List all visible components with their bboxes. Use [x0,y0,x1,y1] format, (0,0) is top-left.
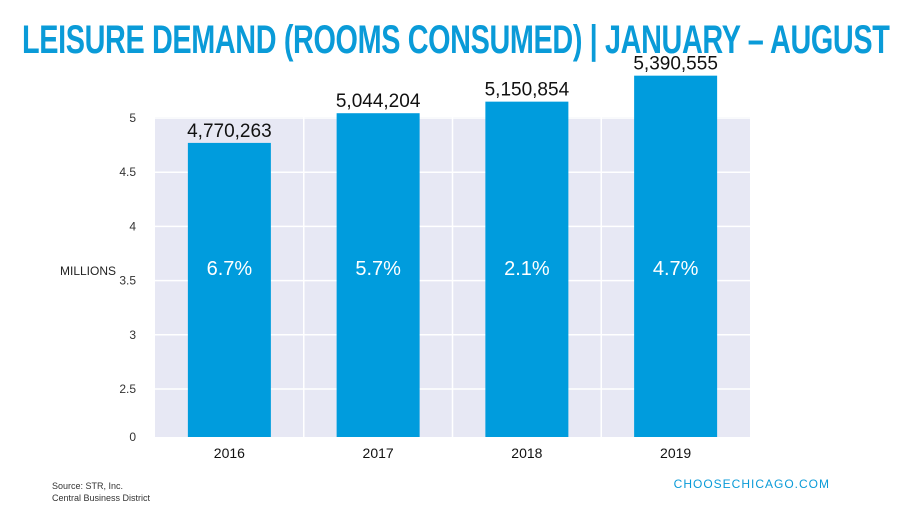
source-note: Source: STR, Inc. [52,481,124,491]
value-label: 4,770,263 [187,121,272,142]
value-label: 5,044,204 [336,91,421,112]
y-tick-label: 5 [129,111,136,125]
y-axis-ticks: 0 2.5 3 3.5 4 4.5 5 [119,111,136,444]
y-tick-label: 2.5 [119,382,136,396]
growth-label: 6.7% [207,258,253,280]
y-tick-label: 3.5 [119,274,136,288]
y-tick-label: 0 [129,430,136,444]
x-tick-label: 2018 [511,445,542,461]
value-label: 5,390,555 [633,54,718,75]
value-label: 5,150,854 [485,80,570,101]
growth-label: 5.7% [355,258,401,280]
district-note: Central Business District [52,493,151,503]
bar-2018 [485,101,569,437]
bar-2017 [336,113,420,438]
y-tick-label: 3 [129,328,136,342]
x-tick-label: 2016 [214,445,245,461]
growth-label: 2.1% [504,258,550,280]
y-tick-label: 4 [129,219,136,233]
x-tick-label: 2017 [363,445,394,461]
bar-2019 [634,75,718,437]
bars: 4,770,263 6.7% 2016 5,044,204 5.7% 2017 5,150,… [187,54,718,461]
y-axis-label: MILLIONS [60,264,116,278]
chart-title: LEISURE DEMAND (ROOMS CONSUMED) | JANUAR… [22,18,890,62]
bar-2016 [187,142,271,437]
footer-notes: Source: STR, Inc. Central Business Distr… [52,480,150,504]
brand-link[interactable]: CHOOSECHICAGO.COM [673,477,830,491]
x-tick-label: 2019 [660,445,691,461]
y-tick-label: 4.5 [119,165,136,179]
growth-label: 4.7% [653,258,699,280]
